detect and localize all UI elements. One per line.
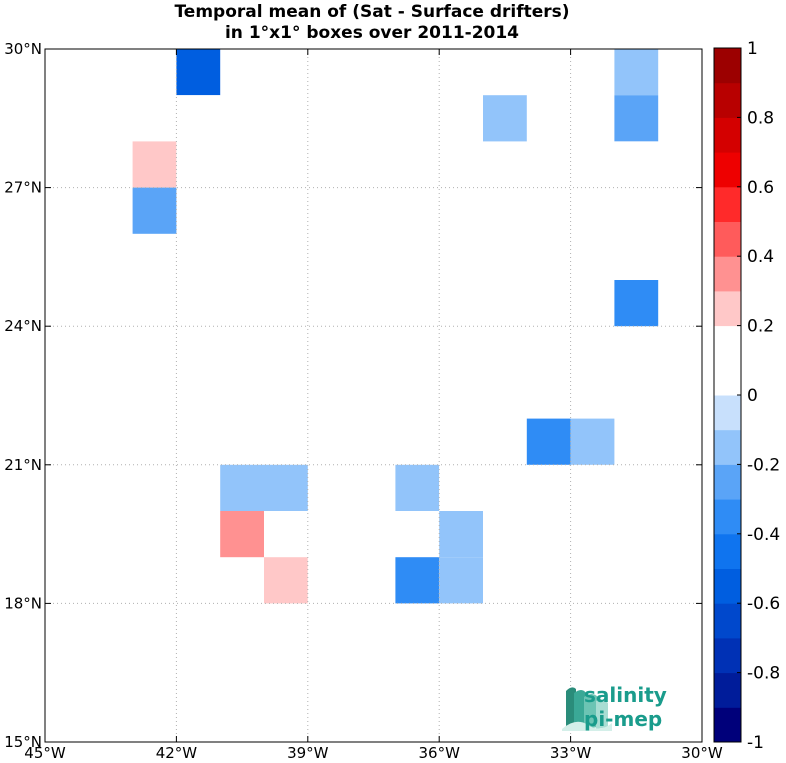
colorbar-segment (714, 707, 741, 743)
colorbar-tick-label: -1 (747, 733, 764, 753)
heatmap-cell (220, 511, 264, 558)
heatmap-cell (45, 464, 89, 511)
heatmap-cell (614, 141, 659, 188)
heatmap-cell (395, 95, 440, 142)
colorbar-tick-label: -0.6 (747, 594, 780, 614)
colorbar-segment (714, 533, 741, 569)
heatmap-cell (264, 464, 308, 511)
heatmap-cell (307, 418, 352, 465)
colorbar-tick-label: 0 (747, 386, 758, 406)
heatmap-cell (570, 326, 615, 373)
y-tick-label: 18°N (4, 594, 42, 612)
x-axis: 45°W 42°W 39°W 36°W 33°W 30°W (24, 49, 723, 762)
x-tick-label: 39°W (287, 744, 329, 762)
chart-title-line2: in 1°x1° boxes over 2011-2014 (225, 23, 519, 43)
colorbar-segment (714, 464, 741, 500)
y-tick-label: 24°N (4, 317, 42, 335)
heatmap-cell (264, 557, 308, 604)
colorbar-tick-label: -0.8 (747, 664, 780, 684)
colorbar-tick-label: 0.8 (747, 108, 774, 128)
heatmap-cell (439, 557, 483, 604)
plot-frame (44, 48, 703, 743)
colorbar-segment (714, 637, 741, 674)
heatmap-cell (483, 95, 527, 142)
heatmap-cell (439, 464, 483, 511)
heatmap-cell (614, 49, 659, 96)
heatmap-cell (526, 418, 571, 465)
x-tick-label: 42°W (156, 744, 198, 762)
heatmap-cell (45, 49, 89, 96)
heatmap-cell (395, 464, 440, 511)
heatmap-cells (45, 49, 659, 604)
x-tick-label: 33°W (550, 744, 592, 762)
x-tick-label: 36°W (418, 744, 460, 762)
heatmap-cell (132, 141, 177, 188)
y-tick-label: 15°N (4, 733, 42, 751)
colorbar: 1 0.8 0.6 0.4 0.2 0 -0.2 -0.4 -0.6 -0.8 -1 (713, 39, 780, 753)
salinity-pimep-logo: salinity pi-mep (562, 683, 667, 731)
colorbar-segment (714, 152, 741, 188)
heatmap-cell (439, 95, 483, 142)
heatmap-cell (132, 511, 177, 558)
colorbar-segment (714, 290, 741, 327)
chart-title-line1: Temporal mean of (Sat - Surface drifters… (174, 2, 569, 22)
heatmap-cell (614, 95, 659, 142)
heatmap-cell (176, 49, 221, 96)
colorbar-segment (714, 499, 741, 535)
colorbar-tick-label: -0.4 (747, 525, 780, 545)
heatmap-cell (220, 464, 264, 511)
heatmap-cell (45, 418, 89, 465)
colorbar-tick-label: 0.2 (747, 317, 774, 337)
y-tick-label: 27°N (4, 179, 42, 197)
colorbar-tick-label: 1 (747, 39, 758, 59)
colorbar-segment (714, 82, 741, 118)
colorbar-segment (714, 360, 741, 396)
heatmap-cell (570, 418, 615, 465)
colorbar-segment (714, 568, 741, 604)
y-tick-label: 21°N (4, 456, 42, 474)
heatmap-cell (439, 511, 483, 558)
heatmap-cell (132, 95, 177, 142)
logo-wave-icon (562, 687, 612, 731)
y-tick-label: 30°N (4, 40, 42, 58)
colorbar-segment (714, 221, 741, 257)
heatmap-cell (176, 141, 221, 188)
x-tick-label: 45°W (24, 744, 66, 762)
y-axis: 15°N 18°N 21°N 24°N 27°N 30°N (4, 40, 702, 751)
colorbar-segment (714, 48, 741, 84)
colorbar-tick-label: 0.6 (747, 178, 774, 198)
colorbar-segment (714, 672, 741, 708)
heatmap-cell (132, 187, 177, 234)
heatmap-cell (176, 95, 221, 142)
colorbar-segment (714, 429, 741, 465)
colorbar-tick-label: 0.4 (747, 247, 774, 267)
grid-lines (45, 49, 702, 742)
colorbar-segment (714, 186, 741, 222)
heatmap-cell (526, 233, 571, 280)
x-tick-label: 30°W (681, 744, 723, 762)
logo-text-pimep: pi-mep (584, 707, 662, 731)
colorbar-segment (714, 395, 741, 431)
heatmap-cell (614, 280, 659, 327)
colorbar-tick-label: -0.2 (747, 455, 780, 475)
colorbar-segment (714, 256, 741, 292)
logo-text-salinity: salinity (584, 683, 667, 707)
heatmap-cell (45, 326, 89, 373)
colorbar-segment (714, 603, 741, 639)
heatmap-cell (307, 557, 352, 604)
heatmap-cell (395, 557, 440, 604)
colorbar-segment (714, 325, 741, 361)
colorbar-segment (714, 117, 741, 153)
heatmap-cell (88, 49, 133, 96)
